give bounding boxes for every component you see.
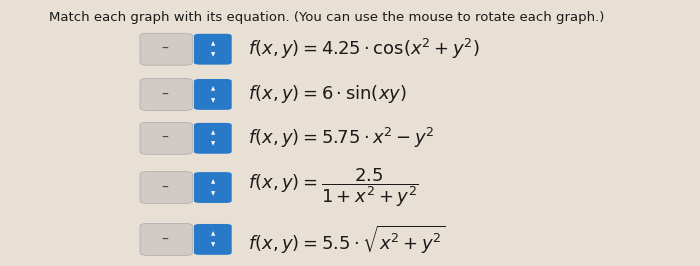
Text: –: – bbox=[161, 232, 168, 246]
Text: $f(x, y) = 6 \cdot \sin(xy)$: $f(x, y) = 6 \cdot \sin(xy)$ bbox=[248, 84, 407, 105]
Text: –: – bbox=[161, 131, 168, 145]
Text: ▼: ▼ bbox=[211, 243, 215, 248]
Text: $f(x, y) = 5.5 \cdot \sqrt{x^2 + y^2}$: $f(x, y) = 5.5 \cdot \sqrt{x^2 + y^2}$ bbox=[248, 223, 446, 256]
FancyBboxPatch shape bbox=[194, 224, 232, 255]
Text: $f(x, y) = 5.75 \cdot x^2 - y^2$: $f(x, y) = 5.75 \cdot x^2 - y^2$ bbox=[248, 126, 435, 150]
FancyBboxPatch shape bbox=[140, 33, 192, 65]
Text: ▲: ▲ bbox=[211, 179, 215, 184]
Text: $f(x, y) = \dfrac{2.5}{1 + x^2 + y^2}$: $f(x, y) = \dfrac{2.5}{1 + x^2 + y^2}$ bbox=[248, 166, 419, 209]
FancyBboxPatch shape bbox=[140, 78, 192, 110]
Text: $f(x, y) = 4.25 \cdot \cos(x^2 + y^2)$: $f(x, y) = 4.25 \cdot \cos(x^2 + y^2)$ bbox=[248, 37, 480, 61]
FancyBboxPatch shape bbox=[194, 172, 232, 203]
Text: –: – bbox=[161, 42, 168, 56]
Text: Match each graph with its equation. (You can use the mouse to rotate each graph.: Match each graph with its equation. (You… bbox=[49, 11, 604, 24]
Text: –: – bbox=[161, 88, 168, 101]
FancyBboxPatch shape bbox=[194, 79, 232, 110]
FancyBboxPatch shape bbox=[140, 122, 192, 154]
Text: ▲: ▲ bbox=[211, 86, 215, 91]
FancyBboxPatch shape bbox=[140, 172, 192, 203]
Text: ▼: ▼ bbox=[211, 142, 215, 147]
Text: ▲: ▲ bbox=[211, 231, 215, 236]
Text: ▲: ▲ bbox=[211, 130, 215, 135]
Text: ▲: ▲ bbox=[211, 41, 215, 46]
Text: –: – bbox=[161, 181, 168, 194]
Text: ▼: ▼ bbox=[211, 191, 215, 196]
FancyBboxPatch shape bbox=[140, 223, 192, 255]
Text: ▼: ▼ bbox=[211, 53, 215, 57]
Text: ▼: ▼ bbox=[211, 98, 215, 103]
FancyBboxPatch shape bbox=[194, 123, 232, 154]
FancyBboxPatch shape bbox=[194, 34, 232, 65]
